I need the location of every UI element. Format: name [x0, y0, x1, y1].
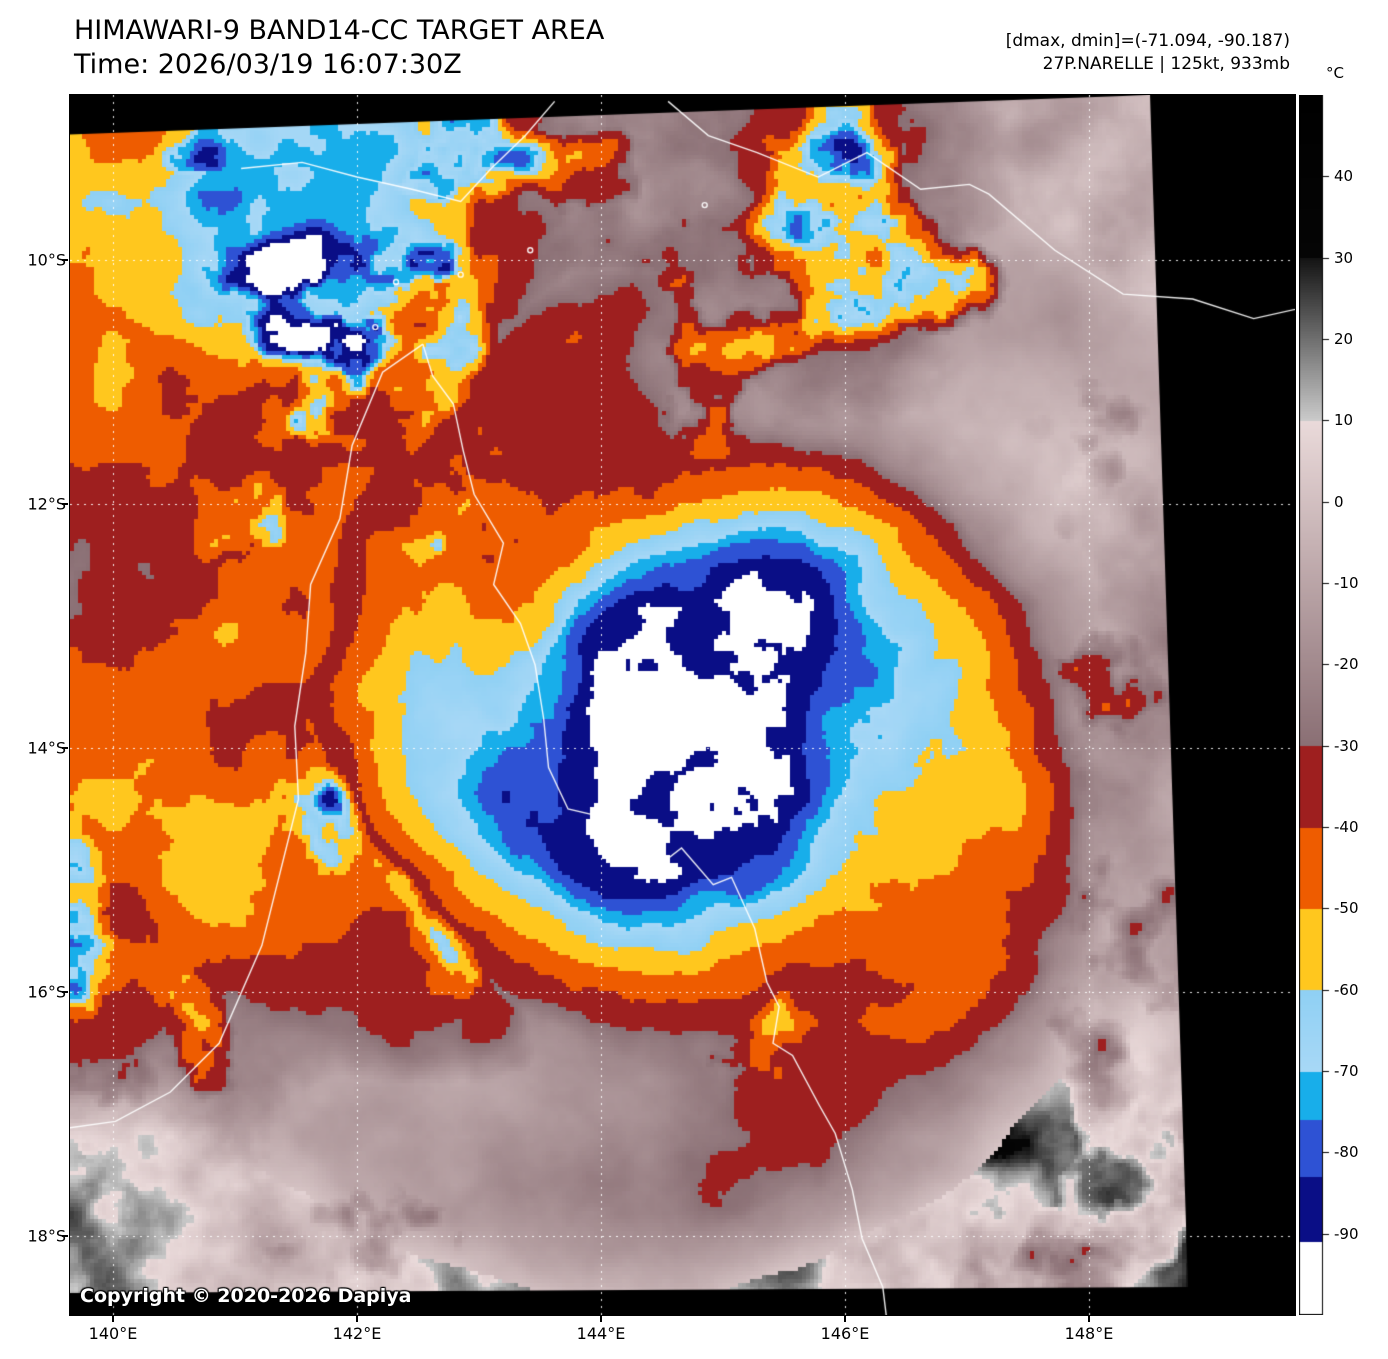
y-axis-tick — [62, 747, 68, 749]
colorbar-tick-label: -30 — [1334, 737, 1359, 755]
y-axis-tick — [62, 1235, 68, 1237]
lat-label: 10°S — [27, 250, 66, 270]
colorbar-tick-label: 0 — [1334, 493, 1344, 511]
x-axis-tick — [844, 1316, 846, 1322]
lat-label: 16°S — [27, 982, 66, 1002]
y-axis-tick — [62, 259, 68, 261]
page-title: HIMAWARI-9 BAND14-CC TARGET AREA — [74, 15, 605, 46]
y-axis-tick — [62, 991, 68, 993]
colorbar-tick-label: -80 — [1334, 1143, 1359, 1161]
colorbar-tick-label: 10 — [1334, 411, 1354, 429]
x-axis-tick — [356, 1316, 358, 1322]
colorbar-tick-label: -90 — [1334, 1225, 1359, 1243]
colorbar-tick-label: -20 — [1334, 655, 1359, 673]
lon-label: 142°E — [332, 1324, 382, 1343]
colorbar-tick-label: -70 — [1334, 1062, 1359, 1080]
info-block: [dmax, dmin]=(-71.094, -90.187) 27P.NARE… — [1006, 30, 1290, 76]
title-block: HIMAWARI-9 BAND14-CC TARGET AREA Time: 2… — [74, 14, 604, 82]
lon-label: 146°E — [820, 1324, 870, 1343]
colorbar-tick-label: 40 — [1334, 167, 1354, 185]
colorbar-tick-label: 20 — [1334, 330, 1354, 348]
colorbar-tick-label: -50 — [1334, 899, 1359, 917]
x-axis-tick — [112, 1316, 114, 1322]
storm-readout: 27P.NARELLE | 125kt, 933mb — [1042, 54, 1290, 74]
lat-label: 18°S — [27, 1226, 66, 1246]
lon-label: 140°E — [88, 1324, 138, 1343]
lat-label: 14°S — [27, 738, 66, 758]
dmax-dmin-readout: [dmax, dmin]=(-71.094, -90.187) — [1005, 31, 1290, 51]
lat-label: 12°S — [27, 494, 66, 514]
timestamp: Time: 2026/03/19 16:07:30Z — [74, 49, 462, 80]
colorbar-tick-label: -60 — [1334, 981, 1359, 999]
temperature-colorbar — [1299, 95, 1333, 1315]
colorbar-tick-label: -10 — [1334, 574, 1359, 592]
copyright-watermark: Copyright © 2020-2026 Dapiya — [80, 1285, 412, 1307]
colorbar-unit-label: °C — [1326, 64, 1344, 82]
lon-label: 144°E — [576, 1324, 626, 1343]
satellite-map-image — [70, 95, 1295, 1315]
x-axis-tick — [1088, 1316, 1090, 1322]
x-axis-tick — [600, 1316, 602, 1322]
colorbar-tick-label: 30 — [1334, 249, 1354, 267]
lon-label: 148°E — [1064, 1324, 1114, 1343]
y-axis-tick — [62, 503, 68, 505]
colorbar-tick-label: -40 — [1334, 818, 1359, 836]
